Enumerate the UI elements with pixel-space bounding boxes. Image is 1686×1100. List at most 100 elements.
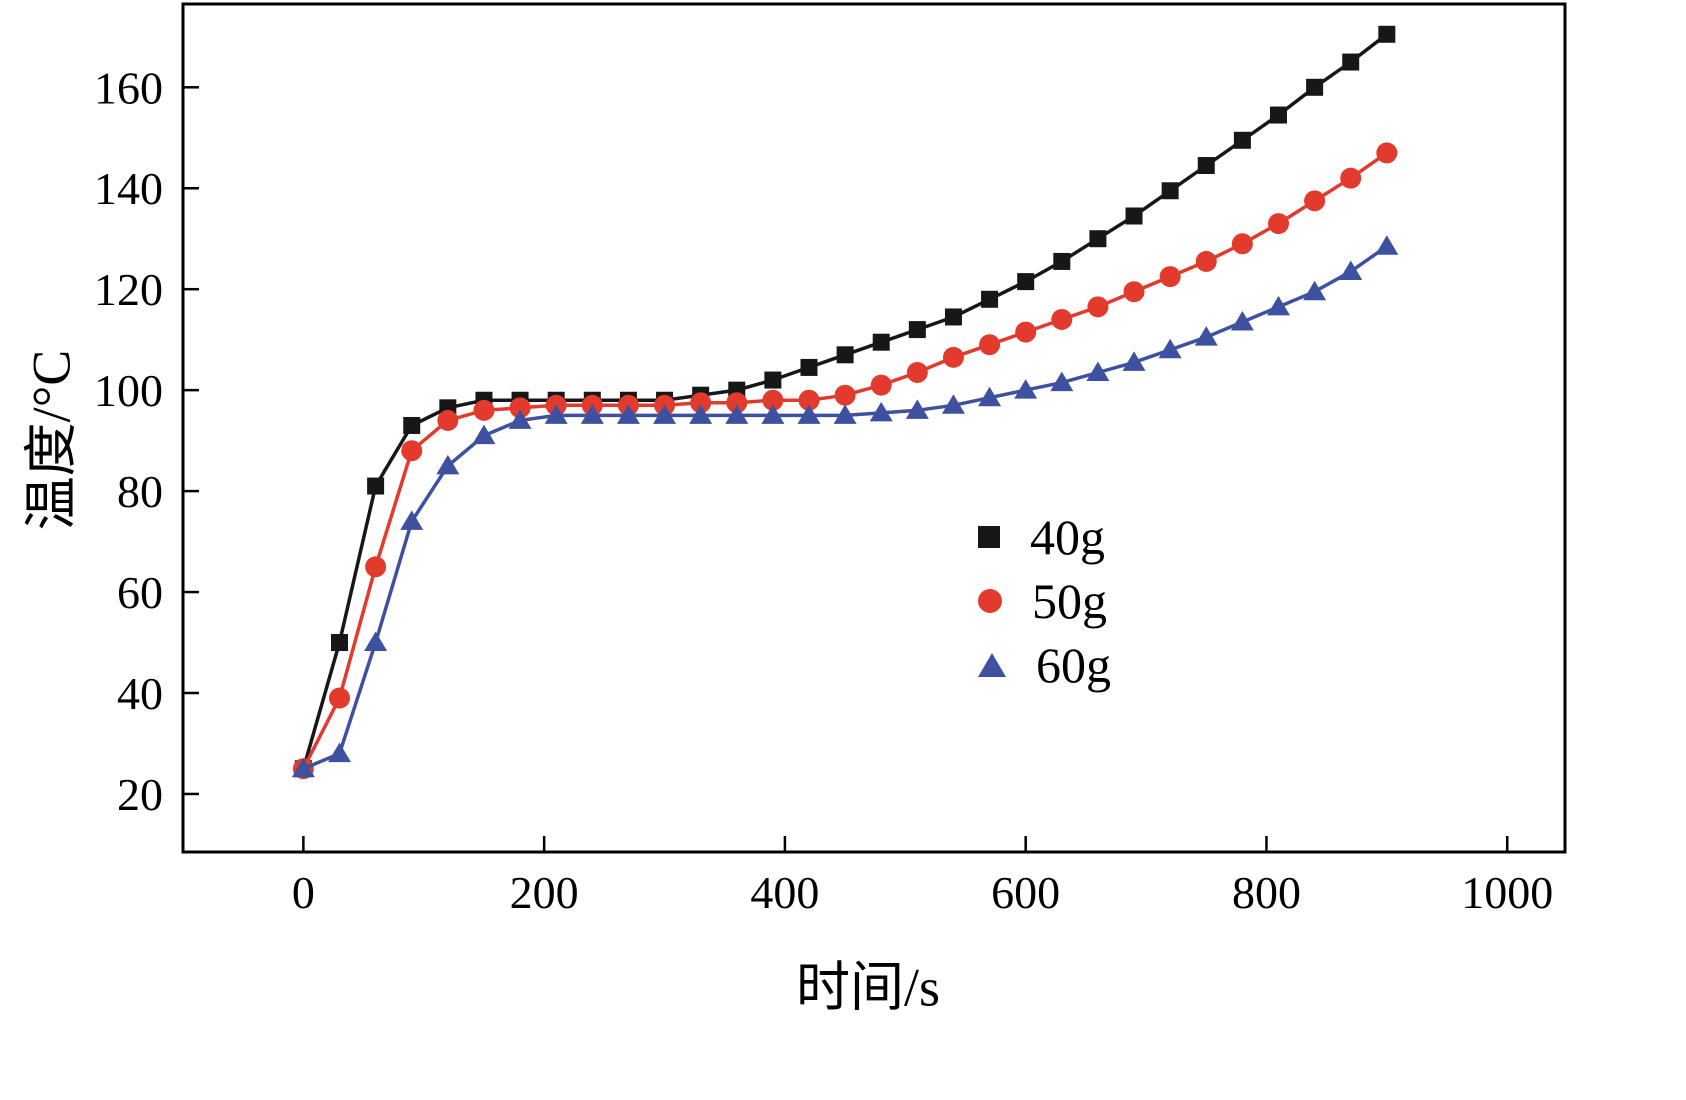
triangle-marker-icon bbox=[1194, 326, 1218, 346]
circle-marker-icon bbox=[328, 687, 350, 709]
triangle-marker-icon bbox=[1158, 338, 1182, 359]
square-marker-icon bbox=[1197, 157, 1215, 175]
square-marker-icon bbox=[1378, 25, 1396, 43]
circle-marker-icon bbox=[1159, 266, 1181, 288]
square-marker-icon bbox=[944, 308, 962, 326]
triangle-marker-icon bbox=[1375, 235, 1399, 255]
square-marker-icon bbox=[1161, 182, 1179, 200]
legend-label: 40g bbox=[1030, 509, 1105, 565]
y-tick-label: 120 bbox=[94, 264, 163, 315]
x-tick-label: 0 bbox=[292, 867, 315, 918]
triangle-marker-icon bbox=[653, 404, 677, 424]
y-tick-label: 20 bbox=[117, 769, 163, 820]
triangle-marker-icon bbox=[833, 404, 857, 424]
square-marker-icon bbox=[1269, 106, 1287, 124]
square-marker-icon bbox=[1089, 230, 1107, 248]
legend-item: 60g bbox=[978, 633, 1111, 697]
triangle-marker-icon bbox=[978, 386, 1002, 407]
circle-marker-icon bbox=[509, 397, 531, 419]
y-tick-label: 80 bbox=[117, 466, 163, 517]
triangle-marker-icon bbox=[978, 653, 1006, 677]
circle-marker-icon bbox=[762, 389, 784, 411]
square-marker-icon bbox=[872, 333, 890, 351]
square-marker-icon bbox=[1306, 78, 1324, 96]
triangle-marker-icon bbox=[544, 404, 568, 424]
circle-marker-icon bbox=[798, 389, 820, 411]
x-tick-label: 600 bbox=[991, 867, 1060, 918]
circle-marker-icon bbox=[942, 346, 964, 368]
triangle-marker-icon bbox=[1014, 379, 1038, 399]
square-marker-icon bbox=[1053, 252, 1071, 270]
triangle-marker-icon bbox=[905, 399, 929, 419]
circle-marker-icon bbox=[1304, 190, 1326, 212]
y-tick-label: 40 bbox=[117, 668, 163, 719]
circle-marker-icon bbox=[1231, 233, 1253, 255]
circle-marker-icon bbox=[690, 392, 712, 414]
circle-marker-icon bbox=[1087, 296, 1109, 318]
y-axis-ticks: 20 40 60 80 100 120 140 160 bbox=[94, 62, 199, 820]
triangle-marker-icon bbox=[364, 631, 388, 652]
x-axis-ticks: 0 200 400 600 800 1000 bbox=[292, 836, 1553, 918]
square-marker-icon bbox=[1342, 53, 1360, 71]
triangle-marker-icon bbox=[869, 401, 893, 422]
triangle-marker-icon bbox=[1303, 280, 1327, 301]
triangle-marker-icon bbox=[291, 757, 315, 778]
circle-marker-icon bbox=[1051, 308, 1073, 330]
circle-marker-icon bbox=[1267, 213, 1289, 235]
circle-marker-icon bbox=[1015, 321, 1037, 343]
circle-marker-icon bbox=[437, 409, 459, 431]
square-marker-icon bbox=[981, 290, 999, 308]
circle-marker-icon bbox=[906, 361, 928, 383]
triangle-marker-icon bbox=[941, 394, 965, 414]
triangle-marker-icon bbox=[797, 404, 821, 424]
legend-label: 50g bbox=[1032, 573, 1107, 629]
triangle-marker-icon bbox=[1339, 260, 1363, 281]
triangle-marker-icon bbox=[725, 404, 749, 424]
circle-marker-icon bbox=[365, 556, 387, 578]
legend-item: 40g bbox=[978, 505, 1111, 569]
triangle-marker-icon bbox=[1086, 361, 1110, 381]
triangle-marker-icon bbox=[1050, 371, 1074, 392]
triangle-marker-icon bbox=[472, 424, 496, 445]
series-60g bbox=[291, 235, 1399, 778]
legend-item: 50g bbox=[978, 569, 1111, 633]
y-axis-label: 温度/°C bbox=[21, 349, 82, 531]
triangle-marker-icon bbox=[616, 404, 640, 424]
square-marker-icon bbox=[764, 371, 782, 389]
triangle-marker-icon bbox=[580, 404, 604, 424]
square-marker-icon bbox=[978, 526, 1000, 548]
triangle-marker-icon bbox=[689, 404, 713, 424]
circle-marker-icon bbox=[870, 374, 892, 396]
square-marker-icon bbox=[1125, 207, 1143, 225]
square-marker-icon bbox=[367, 477, 385, 495]
triangle-marker-icon bbox=[1122, 351, 1146, 371]
triangle-marker-icon bbox=[508, 409, 532, 429]
x-tick-label: 200 bbox=[510, 867, 579, 918]
square-marker-icon bbox=[330, 634, 348, 652]
y-tick-label: 160 bbox=[94, 62, 163, 113]
triangle-marker-icon bbox=[400, 510, 424, 530]
series-line bbox=[302, 244, 1388, 771]
y-tick-label: 60 bbox=[117, 567, 163, 618]
circle-marker-icon bbox=[1376, 142, 1398, 164]
square-marker-icon bbox=[1017, 273, 1035, 291]
series-line bbox=[301, 151, 1388, 770]
circle-marker-icon bbox=[726, 392, 748, 414]
square-marker-icon bbox=[836, 346, 854, 364]
x-tick-label: 1000 bbox=[1461, 867, 1553, 918]
circle-marker-icon bbox=[401, 440, 423, 462]
y-tick-label: 100 bbox=[94, 365, 163, 416]
circle-marker-icon bbox=[834, 384, 856, 406]
circle-marker-icon bbox=[1340, 167, 1362, 189]
triangle-marker-icon bbox=[436, 454, 460, 475]
square-marker-icon bbox=[908, 321, 926, 339]
legend: 40g 50g 60g bbox=[978, 505, 1111, 697]
series-50g bbox=[292, 142, 1398, 780]
square-marker-icon bbox=[403, 416, 421, 434]
triangle-marker-icon bbox=[1266, 295, 1290, 316]
x-tick-label: 800 bbox=[1232, 867, 1301, 918]
circle-marker-icon bbox=[978, 589, 1002, 613]
triangle-marker-icon bbox=[761, 404, 785, 424]
y-tick-label: 140 bbox=[94, 163, 163, 214]
